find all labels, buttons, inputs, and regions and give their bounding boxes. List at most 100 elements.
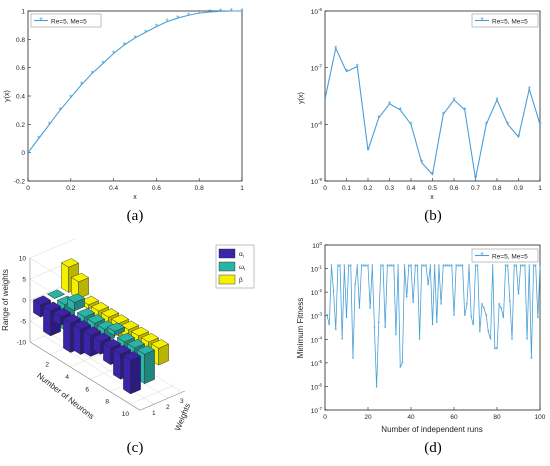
axes-frame-b xyxy=(324,10,541,182)
bar-face-front-c xyxy=(73,324,81,355)
bar-face-side-c xyxy=(130,355,141,395)
data-point-d: * xyxy=(446,264,449,270)
data-point-d: * xyxy=(461,264,464,270)
data-point-d: * xyxy=(416,264,419,270)
data-point-d: * xyxy=(393,264,396,270)
data-point-d: * xyxy=(330,264,333,270)
data-point-d: * xyxy=(367,264,370,270)
data-point-d: * xyxy=(373,327,376,333)
legend-label-a: Re=5, Me=5 xyxy=(51,19,87,26)
bar-face-top-c xyxy=(130,326,150,337)
x-tick-label-a: 1 xyxy=(240,185,244,192)
y-tick-label-a: 0.8 xyxy=(16,37,25,44)
caption-c: (c) xyxy=(126,440,144,456)
y-tick-label-d: 10-6 xyxy=(311,382,323,391)
data-point-b: * xyxy=(528,85,531,94)
data-point-b: * xyxy=(517,133,520,142)
bar-face-top-c xyxy=(116,332,136,343)
data-point-b: * xyxy=(399,106,402,115)
data-point-a: * xyxy=(219,7,222,16)
data-point-d: * xyxy=(337,264,340,270)
data-point-d: * xyxy=(410,264,413,270)
y-axis-label-a: y(x) xyxy=(4,90,11,102)
y-tick-label-c: 3 xyxy=(180,398,184,405)
axes-frame-a xyxy=(27,10,243,182)
data-point-d: * xyxy=(530,357,533,363)
data-point-a: * xyxy=(80,81,83,90)
bar-face-top-c xyxy=(112,345,132,355)
data-point-d: * xyxy=(335,328,338,334)
bar-face-top-c xyxy=(102,338,122,349)
data-point-d: * xyxy=(414,264,417,270)
y-tick-label-d: 10-5 xyxy=(311,359,323,368)
data-point-d: * xyxy=(406,296,409,302)
data-point-d: * xyxy=(345,316,348,322)
data-point-d: * xyxy=(378,321,381,327)
data-point-a: * xyxy=(37,135,40,144)
data-point-d: * xyxy=(382,264,385,270)
data-point-b: * xyxy=(474,175,477,184)
data-point-d: * xyxy=(464,314,467,320)
data-point-b: * xyxy=(334,44,337,53)
y-ticks-d: 10-7 10-6 10-5 10-4 10-3 10-2 10-1 100 xyxy=(311,241,328,415)
data-point-d: * xyxy=(502,316,505,322)
data-point-d: * xyxy=(459,264,462,270)
data-point-d: * xyxy=(403,264,406,270)
y-tick-label-d: 10-7 xyxy=(311,406,323,415)
data-point-d: * xyxy=(371,264,374,270)
z-tick-label-c: 10 xyxy=(19,256,27,263)
data-point-d: * xyxy=(390,264,393,270)
bar-face-top-c xyxy=(46,289,66,299)
data-point-d: * xyxy=(442,264,445,270)
legend-swatch-omega xyxy=(218,261,236,272)
z-tick-label-c: 5 xyxy=(22,277,26,284)
data-point-d: * xyxy=(504,264,507,270)
y-tick-label-a: 0.2 xyxy=(16,122,25,129)
data-point-a: * xyxy=(112,50,115,59)
data-point-d: * xyxy=(339,264,342,270)
x-tick-label-d: 40 xyxy=(407,414,415,421)
data-point-d: * xyxy=(481,303,484,309)
legend-swatch-beta xyxy=(218,274,236,285)
legend-c: αi ωi β xyxy=(215,244,255,289)
bar-face-top-c xyxy=(66,293,86,303)
data-point-a: * xyxy=(69,93,72,102)
x-axis-line-c xyxy=(29,341,141,411)
y-ticks-c: 1 2 3 xyxy=(152,398,184,417)
data-point-d: * xyxy=(476,264,479,270)
x-tick-label-d: 80 xyxy=(493,414,501,421)
x-tick-label-c: 4 xyxy=(65,374,69,381)
data-point-d: * xyxy=(421,264,424,270)
data-point-b: * xyxy=(366,146,369,155)
x-tick-label-b: 0.4 xyxy=(406,185,415,192)
data-point-b: * xyxy=(377,114,380,123)
data-point-d: * xyxy=(457,264,460,270)
data-point-b: * xyxy=(420,159,423,168)
x-tick-label-c: 6 xyxy=(85,386,89,393)
y-tick-label-b: 10-9 xyxy=(311,177,323,186)
x-tick-label-d: 20 xyxy=(364,414,372,421)
y-tick-label-a: 0 xyxy=(21,150,25,157)
y-tick-label-d: 10-2 xyxy=(311,288,323,297)
legend-box-a xyxy=(30,13,102,28)
data-point-d: * xyxy=(511,338,514,344)
data-point-d: * xyxy=(438,264,441,270)
y-axis-label-c: Weights xyxy=(173,402,192,432)
data-point-d: * xyxy=(468,264,471,270)
data-point-b: * xyxy=(356,62,359,71)
data-point-d: * xyxy=(397,264,400,270)
data-point-b: * xyxy=(345,68,348,77)
data-point-d: * xyxy=(380,264,383,270)
panel-a: 0 0.2 0.4 0.6 0.8 1 -0.200.20.40.60.81 ******… xyxy=(4,7,244,201)
x-ticks-b: 0 0.1 0.2 0.3 0.4 0.5 0.6 0.7 0.8 0.9 1 xyxy=(323,178,542,192)
legend-label-omega: ωi xyxy=(239,264,245,272)
legend-marker-b: * xyxy=(480,16,483,25)
y-tick-label-a: 0.6 xyxy=(16,65,25,72)
legend-box-b xyxy=(471,13,539,28)
data-point-d: * xyxy=(328,324,331,330)
legend-label-b: Re=5, Me=5 xyxy=(492,19,528,26)
z-tick-label-c: -10 xyxy=(17,340,27,347)
data-point-d: * xyxy=(360,264,363,270)
x-tick-label-a: 0.8 xyxy=(195,185,204,192)
legend-marker-d: * xyxy=(480,251,483,260)
